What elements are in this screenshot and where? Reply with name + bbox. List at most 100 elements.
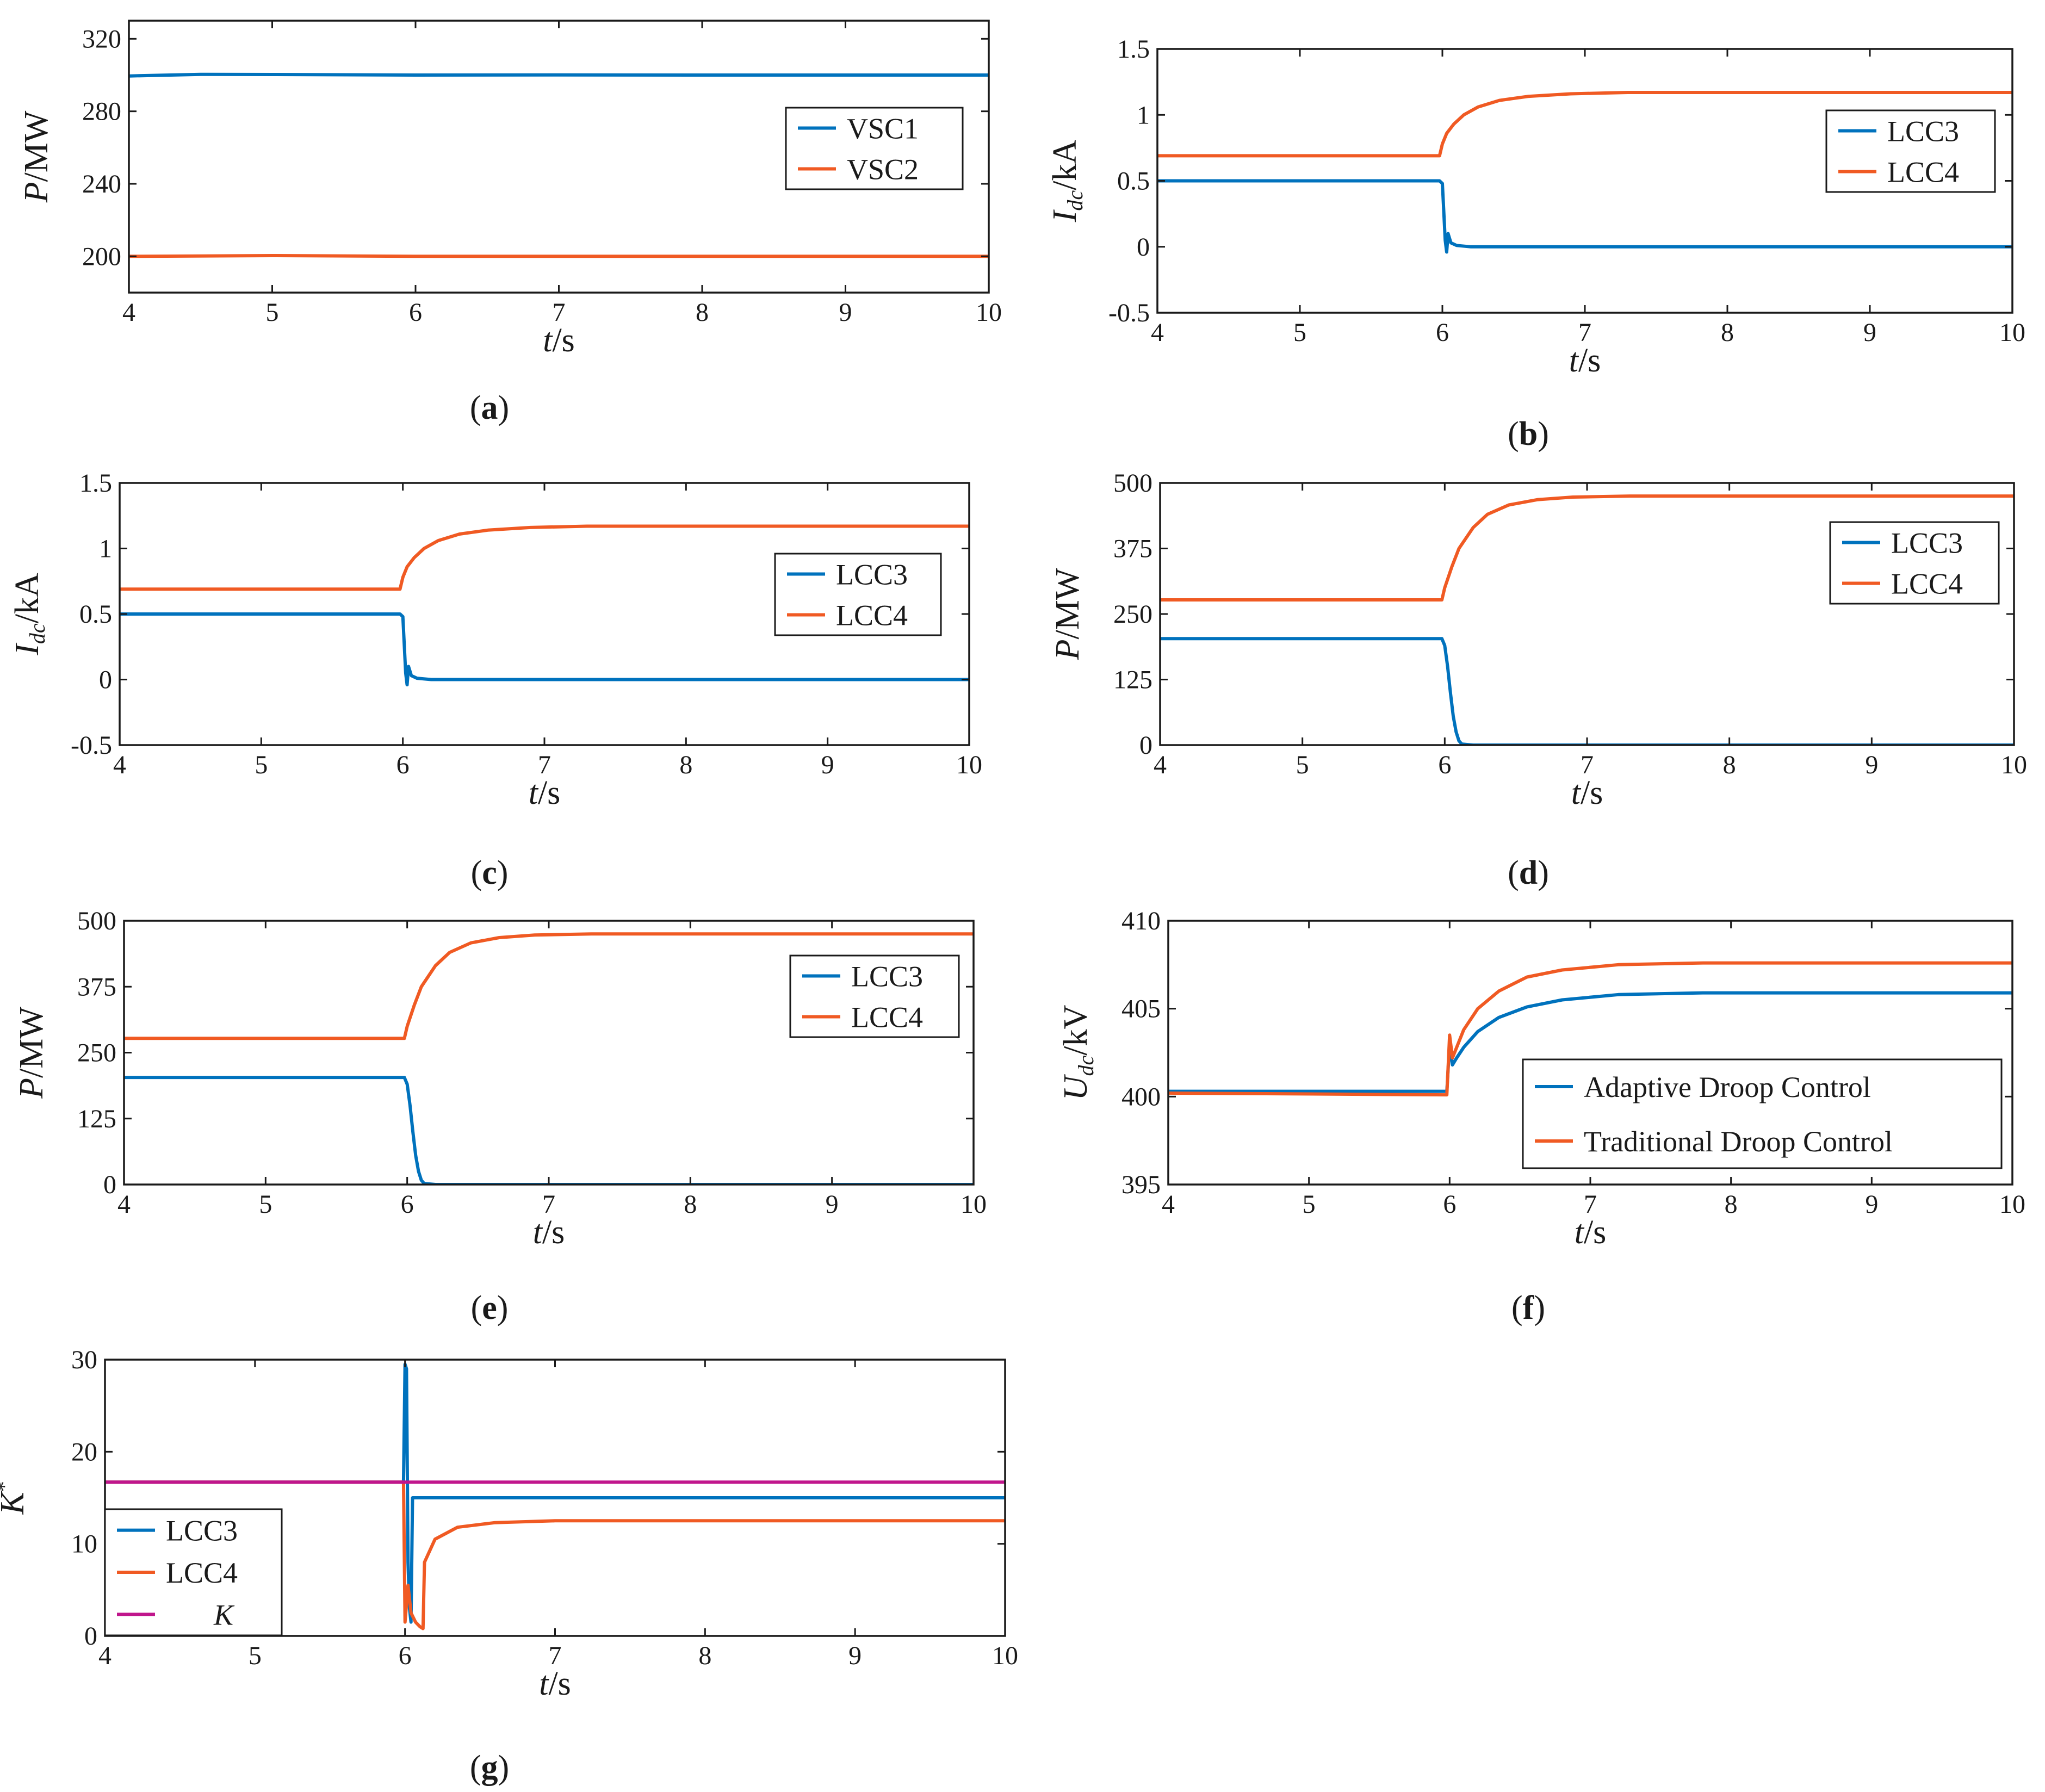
series-line-lcc4 [1157, 91, 2012, 158]
caption-paren: ( [470, 1749, 481, 1786]
legend-label: LCC3 [851, 960, 923, 993]
x-tick-label: 4 [1151, 318, 1164, 347]
x-tick-label: 5 [1296, 751, 1309, 779]
y-tick-label: 250 [1113, 600, 1152, 629]
x-tick-label: 6 [401, 1190, 414, 1219]
x-tick-label: 8 [1725, 1190, 1738, 1219]
x-tick-label: 7 [549, 1641, 562, 1670]
x-axis-label-unit: /s [1584, 1214, 1606, 1251]
x-axis-label: t/s [539, 1665, 571, 1702]
y-tick-label: 0 [1139, 731, 1152, 760]
x-axis-label-var: t [1575, 1214, 1585, 1251]
y-tick-label: 1.5 [79, 469, 112, 498]
y-tick-label: 0 [1137, 233, 1150, 262]
x-tick-label: 7 [542, 1190, 555, 1219]
y-axis-label-superscript: * [0, 1481, 16, 1492]
y-tick-label: 410 [1121, 907, 1161, 935]
y-tick-label: 1.5 [1117, 35, 1150, 64]
x-tick-label: 7 [538, 751, 551, 779]
y-axis-label-subscript: dc [25, 623, 49, 644]
x-axis-label: t/s [543, 322, 575, 359]
x-axis-label-unit: /s [538, 774, 560, 811]
y-tick-label: 0 [84, 1622, 97, 1651]
x-axis-label-unit: /s [1581, 774, 1603, 811]
panel-caption: (f) [1511, 1289, 1545, 1326]
series-line-traditional-droop-control [1168, 961, 2012, 1097]
x-tick-label: 8 [1721, 318, 1734, 347]
y-axis-label-var: P [18, 182, 55, 203]
x-tick-label: 5 [249, 1641, 262, 1670]
y-axis-label-var: P [1049, 640, 1086, 661]
caption-letter: b [1519, 416, 1538, 452]
caption-paren: ) [497, 1289, 509, 1326]
legend: VSC1 VSC2 [785, 107, 964, 190]
y-axis-label-var: K [0, 1490, 31, 1515]
y-tick-label: 405 [1121, 995, 1161, 1024]
x-axis-label-var: t [543, 322, 553, 359]
x-tick-label: 9 [826, 1190, 839, 1219]
y-tick-label: 0 [99, 666, 112, 695]
legend-label: Traditional Droop Control [1584, 1125, 1893, 1158]
x-tick-label: 6 [409, 298, 422, 327]
legend-label: LCC4 [1891, 568, 1963, 600]
panel-caption: (c) [471, 854, 509, 891]
x-tick-label: 6 [1443, 1190, 1456, 1219]
y-axis-label-unit: /MW [18, 110, 55, 182]
x-tick-label: 8 [1723, 751, 1736, 779]
series-line-lcc3 [124, 1076, 974, 1185]
x-axis-label: t/s [1575, 1214, 1607, 1251]
y-axis-label: Idc/kA [9, 573, 49, 656]
x-axis-label-var: t [529, 774, 539, 811]
y-tick-label: 1 [99, 535, 112, 563]
legend-label: LCC3 [166, 1515, 238, 1547]
x-axis-label-var: t [1569, 342, 1579, 379]
legend: LCC3 LCC4 [789, 954, 960, 1038]
y-tick-label: 125 [77, 1105, 116, 1133]
x-tick-label: 5 [1303, 1190, 1316, 1219]
y-tick-label: 0.5 [1117, 167, 1150, 196]
y-tick-label: 30 [71, 1345, 97, 1374]
y-tick-label: 250 [77, 1039, 116, 1068]
x-tick-label: 8 [684, 1190, 697, 1219]
legend-label: Adaptive Droop Control [1584, 1071, 1871, 1103]
y-tick-label: 280 [82, 97, 121, 126]
y-tick-label: -0.5 [1108, 299, 1150, 327]
legend-label: LCC3 [1887, 115, 1959, 148]
legend-label: LCC4 [836, 599, 908, 632]
chart-panel-f: 4 5 6 7 8 9 10 395 400 405 410 t/s Udc/kV Adaptive Dr… [1057, 907, 2025, 1326]
x-axis-label-unit: /s [552, 322, 574, 359]
chart-panel-a: 4 5 6 7 8 9 10 200 240 280 320 t/s P/MW VSC1 VSC2 (a) [18, 20, 1002, 426]
y-tick-label: 0.5 [79, 600, 112, 629]
x-tick-label: 5 [1293, 318, 1306, 347]
x-axis-label-var: t [1571, 774, 1582, 811]
series-line-lcc4 [1160, 494, 2014, 602]
panel-caption: (d) [1508, 854, 1549, 891]
series-line-lcc4 [105, 1480, 1005, 1630]
x-tick-label: 9 [1863, 318, 1876, 347]
legend-box [1522, 1058, 2003, 1169]
x-tick-label: 9 [839, 298, 852, 327]
legend-box [1825, 109, 1996, 193]
series-line-lcc4 [124, 932, 974, 1040]
x-tick-label: 10 [1999, 318, 2025, 347]
series-line-vsc1 [129, 72, 989, 78]
y-tick-label: 20 [71, 1437, 97, 1466]
series-line-lcc3 [1160, 637, 2014, 745]
caption-paren: ( [471, 854, 482, 891]
y-axis-label-var: U [1057, 1074, 1094, 1100]
y-axis-label-var: I [9, 642, 46, 656]
y-tick-label: 400 [1121, 1082, 1161, 1111]
x-tick-label: 4 [98, 1641, 111, 1670]
legend-label: VSC1 [847, 113, 919, 145]
x-tick-label: 10 [2001, 751, 2027, 779]
caption-paren: ( [471, 1289, 482, 1326]
legend-box [1829, 521, 2000, 605]
panel-caption: (b) [1508, 416, 1549, 452]
y-axis-label: P/MW [18, 110, 55, 203]
x-tick-label: 10 [1999, 1190, 2025, 1219]
y-tick-label: 1 [1137, 101, 1150, 129]
x-tick-label: 6 [1436, 318, 1449, 347]
x-tick-label: 10 [960, 1190, 987, 1219]
